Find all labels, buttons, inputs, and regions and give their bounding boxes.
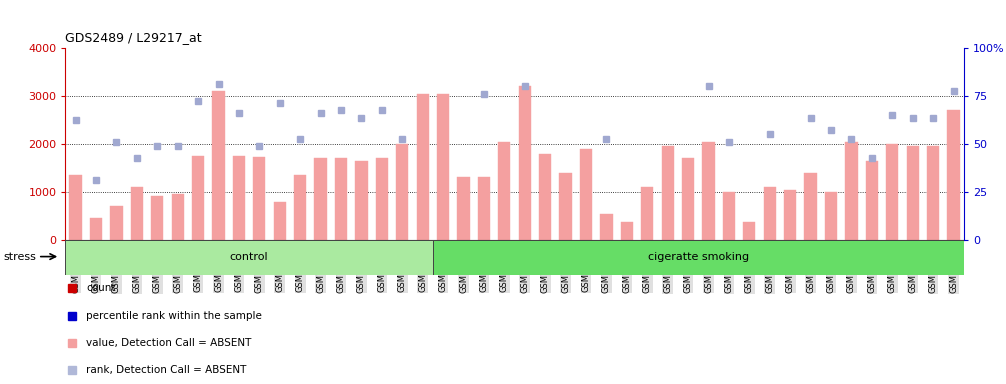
Text: GSM114072: GSM114072 — [847, 242, 856, 293]
Bar — [601, 214, 613, 240]
Bar — [886, 144, 898, 240]
Text: control: control — [229, 252, 269, 262]
Bar — [375, 158, 388, 240]
Bar — [151, 196, 163, 240]
Bar — [662, 146, 674, 240]
Bar — [192, 156, 204, 240]
Bar — [396, 144, 408, 240]
Text: GSM114039: GSM114039 — [173, 242, 182, 293]
Bar — [723, 192, 735, 240]
Bar — [641, 187, 654, 240]
Text: count: count — [87, 283, 116, 293]
Text: GSM114055: GSM114055 — [500, 242, 509, 293]
Text: GSM114070: GSM114070 — [806, 242, 815, 293]
Bar — [478, 177, 490, 240]
Text: GSM114047: GSM114047 — [337, 242, 345, 293]
Bar — [702, 142, 714, 240]
Text: stress: stress — [3, 252, 36, 262]
Bar — [315, 158, 327, 240]
Bar — [355, 161, 367, 240]
Text: GSM114043: GSM114043 — [255, 242, 264, 293]
Bar — [232, 156, 245, 240]
Text: GSM114037: GSM114037 — [133, 242, 142, 293]
Text: GSM114066: GSM114066 — [724, 242, 733, 293]
Text: rank, Detection Call = ABSENT: rank, Detection Call = ABSENT — [87, 365, 246, 375]
Bar — [254, 157, 266, 240]
Text: GSM114061: GSM114061 — [623, 242, 632, 293]
Bar — [927, 146, 940, 240]
Text: GSM114059: GSM114059 — [581, 242, 591, 293]
Bar — [845, 142, 857, 240]
Text: GSM114065: GSM114065 — [704, 242, 713, 293]
Text: GSM114064: GSM114064 — [684, 242, 692, 293]
Bar — [743, 222, 756, 240]
Text: GSM114068: GSM114068 — [766, 242, 775, 293]
Text: GSM114073: GSM114073 — [867, 242, 876, 293]
Bar — [69, 175, 81, 240]
Bar — [906, 146, 918, 240]
Text: GSM114049: GSM114049 — [377, 242, 386, 293]
Text: GSM114034: GSM114034 — [71, 242, 80, 293]
Text: GSM114076: GSM114076 — [929, 242, 938, 293]
Bar — [559, 173, 571, 240]
Text: GSM114075: GSM114075 — [908, 242, 917, 293]
Text: percentile rank within the sample: percentile rank within the sample — [87, 311, 263, 321]
Text: value, Detection Call = ABSENT: value, Detection Call = ABSENT — [87, 338, 252, 348]
Text: GSM114041: GSM114041 — [214, 242, 223, 293]
Text: GSM114038: GSM114038 — [153, 242, 162, 293]
Bar — [784, 190, 797, 240]
Bar — [294, 175, 306, 240]
Text: cigeratte smoking: cigeratte smoking — [648, 252, 748, 262]
Text: GSM114056: GSM114056 — [520, 242, 529, 293]
Bar — [682, 158, 694, 240]
Text: GSM114067: GSM114067 — [744, 242, 753, 293]
Bar — [433, 240, 964, 275]
Text: GSM114050: GSM114050 — [397, 242, 406, 293]
Bar — [65, 240, 433, 275]
Text: GSM114045: GSM114045 — [296, 242, 305, 293]
Text: GSM114048: GSM114048 — [357, 242, 366, 293]
Bar — [539, 154, 551, 240]
Text: GSM114077: GSM114077 — [949, 242, 958, 293]
Bar — [579, 149, 593, 240]
Text: GSM114058: GSM114058 — [561, 242, 570, 293]
Text: GSM114042: GSM114042 — [234, 242, 243, 293]
Text: GSM114074: GSM114074 — [887, 242, 896, 293]
Bar — [498, 142, 510, 240]
Text: GSM114046: GSM114046 — [316, 242, 325, 293]
Bar — [111, 207, 123, 240]
Bar — [437, 94, 450, 240]
Bar — [805, 173, 817, 240]
Bar — [519, 86, 531, 240]
Bar — [458, 177, 470, 240]
Text: GSM114035: GSM114035 — [92, 242, 101, 293]
Bar — [131, 187, 143, 240]
Text: GSM114054: GSM114054 — [480, 242, 489, 293]
Bar — [621, 222, 633, 240]
Text: GSM114036: GSM114036 — [112, 242, 121, 293]
Bar — [764, 187, 776, 240]
Text: GSM114052: GSM114052 — [439, 242, 448, 293]
Bar — [825, 192, 837, 240]
Text: GSM114053: GSM114053 — [459, 242, 468, 293]
Bar — [866, 161, 878, 240]
Bar — [416, 94, 429, 240]
Text: GSM114040: GSM114040 — [193, 242, 202, 293]
Bar — [274, 202, 286, 240]
Text: GSM114069: GSM114069 — [786, 242, 795, 293]
Text: GSM114057: GSM114057 — [540, 242, 549, 293]
Text: GDS2489 / L29217_at: GDS2489 / L29217_at — [65, 31, 202, 44]
Text: GSM114062: GSM114062 — [643, 242, 652, 293]
Bar — [172, 194, 184, 240]
Bar — [212, 91, 224, 240]
Text: GSM114071: GSM114071 — [827, 242, 836, 293]
Text: GSM114060: GSM114060 — [602, 242, 611, 293]
Text: GSM114044: GSM114044 — [276, 242, 285, 293]
Text: GSM114063: GSM114063 — [663, 242, 672, 293]
Bar — [948, 111, 960, 240]
Text: GSM114051: GSM114051 — [418, 242, 428, 293]
Bar — [335, 158, 347, 240]
Bar — [90, 218, 103, 240]
